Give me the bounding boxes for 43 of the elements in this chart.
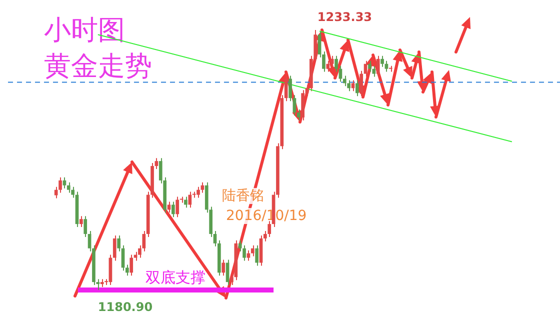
text: 1180.90 — [98, 300, 153, 314]
candlestick — [242, 244, 246, 262]
chart-title: 小时图 — [44, 15, 125, 46]
candlestick — [226, 259, 230, 286]
candlestick — [66, 182, 70, 194]
candlestick — [222, 259, 226, 276]
candlestick — [347, 80, 350, 92]
candlestick — [250, 244, 254, 257]
candlestick — [376, 55, 380, 78]
candlestick — [184, 196, 188, 208]
ref-line-label: 双底支撑 — [146, 268, 206, 286]
candlestick — [351, 80, 355, 92]
candlestick — [172, 201, 175, 218]
candlestick — [360, 70, 364, 97]
annotation: 陆香铭 — [222, 188, 264, 204]
candlestick — [326, 60, 330, 72]
candlestick — [84, 216, 88, 238]
candlestick — [364, 60, 368, 78]
candlestick — [342, 75, 346, 87]
text: 1233.33 — [317, 10, 372, 24]
candlestick — [356, 80, 359, 97]
candlestick — [288, 75, 292, 102]
candlestick — [255, 244, 258, 266]
candlestick — [384, 60, 388, 72]
text: 黄金走势 — [44, 51, 152, 82]
candlestick — [62, 176, 66, 189]
candlestick — [296, 108, 300, 121]
candlestick — [292, 94, 296, 116]
candlestick — [380, 55, 384, 68]
candlestick — [154, 158, 158, 170]
candlestick — [176, 196, 180, 218]
candlestick — [167, 201, 171, 214]
candlestick — [268, 220, 272, 238]
candlestick — [80, 216, 83, 228]
candlestick — [372, 65, 376, 78]
candlestick — [200, 182, 204, 194]
candlestick — [334, 55, 338, 72]
candlestick — [112, 234, 116, 262]
candlestick — [188, 191, 192, 208]
candlestick — [130, 254, 134, 276]
candlestick — [246, 250, 250, 262]
candlestick — [196, 186, 200, 198]
candlestick — [368, 60, 372, 72]
